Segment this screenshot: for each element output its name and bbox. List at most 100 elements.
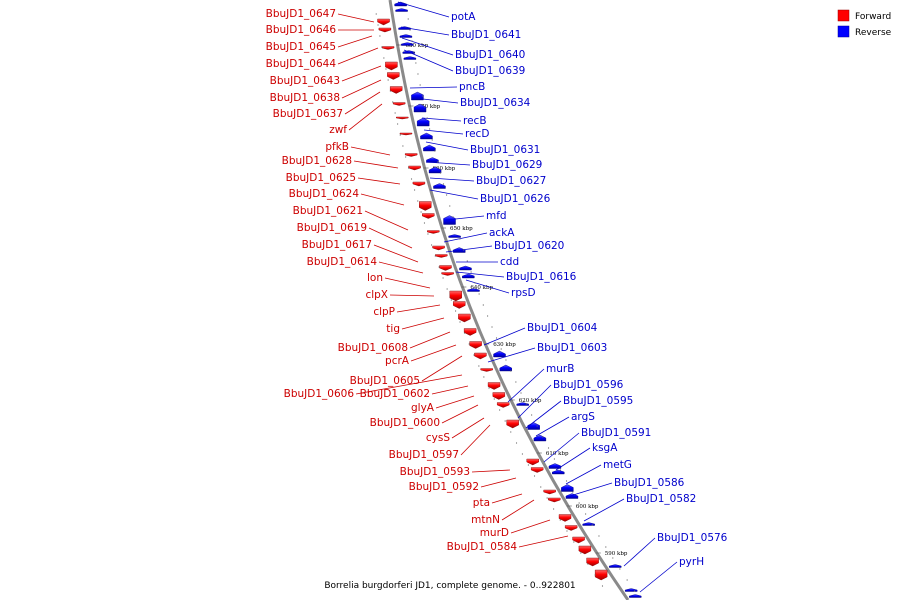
gene-label-bbujd1-0628[interactable]: BbuJD1_0628 [282,155,352,167]
gene-label-args[interactable]: argS [571,411,595,423]
gene-label-recd[interactable]: recD [465,128,489,140]
gene-label-bbujd1-0624[interactable]: BbuJD1_0624 [289,188,360,200]
gene-label-bbujd1-0640[interactable]: BbuJD1_0640 [455,49,525,61]
gene-label-bbujd1-0639[interactable]: BbuJD1_0639 [455,65,525,77]
gene-label-murb[interactable]: murB [546,363,574,375]
minor-dot [525,403,527,405]
reverse-gene-feature [413,103,427,113]
leader-line-bbujd1-0597 [460,424,491,456]
gene-label-bbujd1-0621[interactable]: BbuJD1_0621 [293,205,363,217]
minor-dot [536,425,538,427]
gene-label-glya[interactable]: glyA [411,402,435,414]
gene-label-tig[interactable]: tig [386,323,400,335]
gene-label-bbujd1-0605[interactable]: BbuJD1_0605 [350,375,420,387]
minor-dot [427,233,429,235]
gene-label-bbujd1-0627[interactable]: BbuJD1_0627 [476,175,546,187]
gene-label-bbujd1-0576[interactable]: BbuJD1_0576 [657,532,728,544]
gene-label-murd[interactable]: murD [480,527,509,539]
minor-dot [439,172,442,174]
gene-label-bbujd1-0603[interactable]: BbuJD1_0603 [537,342,607,354]
gene-label-bbujd1-0616[interactable]: BbuJD1_0616 [506,271,577,283]
leader-line-bbujd1-0593 [471,469,511,473]
gene-label-bbujd1-0646[interactable]: BbuJD1_0646 [266,24,337,36]
gene-label-mtnn[interactable]: mtnN [471,514,500,526]
forward-gene-feature [412,181,426,187]
leader-line-bbujd1-0608 [409,331,451,349]
gene-label-bbujd1-0608[interactable]: BbuJD1_0608 [338,342,408,354]
minor-dot [413,51,415,53]
gene-label-bbujd1-0619[interactable]: BbuJD1_0619 [297,222,367,234]
leader-line-bbujd1-0606 [355,374,463,395]
gene-label-bbujd1-0602[interactable]: BbuJD1_0602 [360,388,430,400]
minor-dot [542,436,544,438]
minor-dot [394,112,396,114]
gene-label-bbujd1-0638[interactable]: BbuJD1_0638 [270,92,340,104]
gene-label-mfd[interactable]: mfd [486,210,507,222]
gene-label-bbujd1-0645[interactable]: BbuJD1_0645 [266,41,336,53]
forward-gene-feature [399,132,413,136]
gene-label-bbujd1-0620[interactable]: BbuJD1_0620 [494,240,564,252]
leader-line-mtnn [501,499,535,521]
gene-label-metg[interactable]: metG [603,459,632,471]
leader-line-bbujd1-0644 [337,47,379,65]
minor-dot [601,585,604,587]
gene-label-bbujd1-0647[interactable]: BbuJD1_0647 [266,8,336,20]
gene-label-bbujd1-0593[interactable]: BbuJD1_0593 [400,466,470,478]
gene-label-clpx[interactable]: clpX [365,289,388,301]
gene-label-recb[interactable]: recB [463,115,487,127]
gene-label-pcra[interactable]: pcrA [385,355,410,367]
reverse-gene-feature [467,288,480,292]
gene-label-bbujd1-0634[interactable]: BbuJD1_0634 [460,97,531,109]
gene-label-pta[interactable]: pta [473,497,490,509]
forward-gene-feature [578,545,592,555]
gene-label-ksga[interactable]: ksgA [592,442,618,454]
reverse-gene-feature [582,522,595,526]
forward-gene-feature [422,213,435,219]
leader-line-pfkb [350,146,391,156]
gene-label-bbujd1-0644[interactable]: BbuJD1_0644 [266,58,337,70]
gene-label-bbujd1-0631[interactable]: BbuJD1_0631 [470,144,540,156]
gene-label-pyrh[interactable]: pyrH [679,556,704,568]
forward-gene-feature [441,272,454,276]
reverse-gene-feature [462,273,475,279]
gene-label-bbujd1-0641[interactable]: BbuJD1_0641 [451,29,521,41]
gene-label-bbujd1-0625[interactable]: BbuJD1_0625 [286,172,356,184]
gene-label-bbujd1-0604[interactable]: BbuJD1_0604 [527,322,598,334]
gene-label-bbujd1-0643[interactable]: BbuJD1_0643 [270,75,340,87]
gene-label-bbujd1-0606[interactable]: BbuJD1_0606 [284,388,355,400]
gene-label-bbujd1-0626[interactable]: BbuJD1_0626 [480,193,551,205]
forward-gene-feature [487,382,501,390]
minor-dot [421,95,423,97]
gene-label-bbujd1-0582[interactable]: BbuJD1_0582 [626,493,696,505]
gene-label-bbujd1-0595[interactable]: BbuJD1_0595 [563,395,633,407]
gene-label-cyss[interactable]: cysS [426,432,450,444]
gene-label-bbujd1-0591[interactable]: BbuJD1_0591 [581,427,651,439]
gene-label-rpsd[interactable]: rpsD [511,287,536,299]
gene-label-bbujd1-0586[interactable]: BbuJD1_0586 [614,477,685,489]
gene-label-bbujd1-0592[interactable]: BbuJD1_0592 [409,481,479,493]
gene-label-pfkb[interactable]: pfkB [325,141,349,153]
gene-label-pota[interactable]: potA [451,11,476,23]
minor-dot [559,469,562,471]
minor-dot [531,414,533,416]
gene-label-bbujd1-0617[interactable]: BbuJD1_0617 [302,239,372,251]
gene-label-bbujd1-0629[interactable]: BbuJD1_0629 [472,159,542,171]
gene-label-clpp[interactable]: clpP [373,306,395,318]
gene-label-bbujd1-0584[interactable]: BbuJD1_0584 [447,541,518,553]
minor-dot [449,205,451,207]
minor-dot [409,29,411,31]
gene-label-bbujd1-0597[interactable]: BbuJD1_0597 [389,449,459,461]
gene-label-cdd[interactable]: cdd [500,256,519,268]
minor-dot [533,475,536,477]
gene-label-zwf[interactable]: zwf [329,124,347,136]
gene-label-bbujd1-0600[interactable]: BbuJD1_0600 [370,417,440,429]
minor-dot [553,508,555,510]
gene-label-acka[interactable]: ackA [489,227,515,239]
gene-label-bbujd1-0614[interactable]: BbuJD1_0614 [307,256,378,268]
forward-gene-feature [548,497,561,503]
gene-label-lon[interactable]: lon [367,272,383,284]
gene-label-bbujd1-0596[interactable]: BbuJD1_0596 [553,379,624,391]
gene-label-pncb[interactable]: pncB [459,81,485,93]
minor-dot [468,343,470,345]
gene-label-bbujd1-0637[interactable]: BbuJD1_0637 [273,108,343,120]
